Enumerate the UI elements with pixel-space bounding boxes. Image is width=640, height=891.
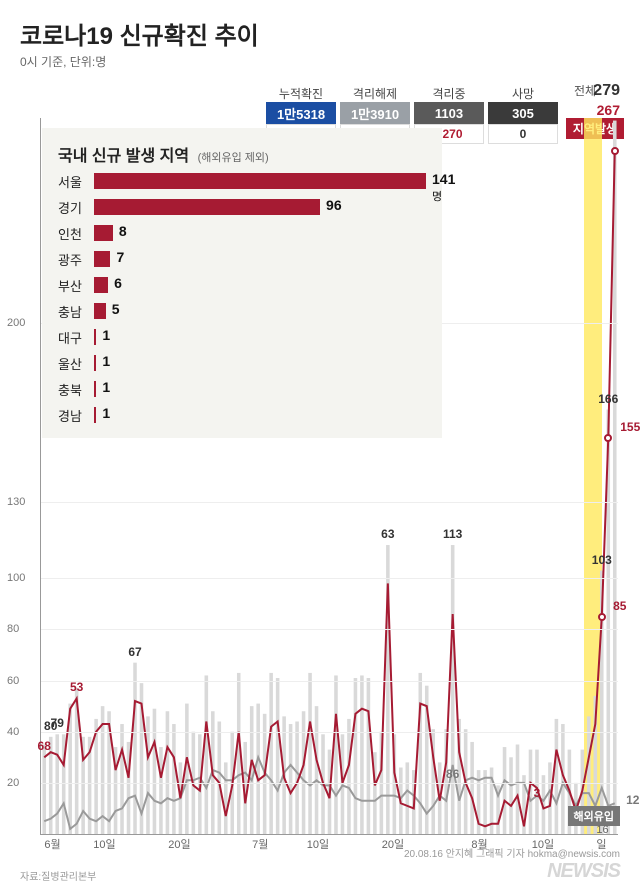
region-bar	[94, 225, 113, 241]
region-name: 울산	[58, 354, 94, 373]
page-title: 코로나19 신규확진 추이	[20, 16, 620, 51]
region-bar	[94, 329, 96, 345]
region-row: 대구 1	[58, 326, 426, 348]
y-tick-label: 60	[7, 675, 19, 687]
region-bar	[94, 407, 96, 423]
y-tick-label: 200	[7, 317, 25, 329]
region-row: 충남 5	[58, 300, 426, 322]
point-label: 3	[534, 786, 541, 800]
region-value: 1	[102, 353, 110, 369]
region-bar	[94, 277, 108, 293]
spike-local-value: 267	[597, 102, 620, 118]
region-name: 경기	[58, 198, 94, 217]
totals-head-isolated: 격리중	[414, 84, 484, 102]
point-label: 53	[70, 680, 83, 694]
point-label: 85	[613, 599, 626, 613]
header: 코로나19 신규확진 추이 0시 기준, 단위:명	[0, 0, 640, 78]
region-value: 141명	[432, 171, 455, 204]
region-row: 광주 7	[58, 248, 426, 270]
region-row: 부산 6	[58, 274, 426, 296]
line-marker	[604, 434, 612, 442]
region-name: 충남	[58, 302, 94, 321]
footer-credit: 20.08.16 안지혜 그래픽 기자 hokma@newsis.com	[404, 849, 620, 860]
region-value: 96	[326, 197, 342, 213]
footer: 자료:질병관리본부 20.08.16 안지혜 그래픽 기자 hokma@news…	[20, 845, 620, 883]
totals-head-cum: 누적확진	[266, 84, 336, 102]
region-name: 대구	[58, 328, 94, 347]
point-label: 86	[446, 767, 459, 781]
imported-tag: 해외유입	[568, 806, 620, 826]
point-label: 103	[592, 553, 612, 567]
region-value: 1	[102, 379, 110, 395]
point-label: 155	[620, 420, 640, 434]
point-label: 67	[128, 645, 141, 659]
region-name: 광주	[58, 250, 94, 269]
region-row: 충북 1	[58, 378, 426, 400]
region-bar	[94, 303, 106, 319]
region-bar	[94, 173, 426, 189]
region-row: 경기 96	[58, 196, 426, 218]
region-bar	[94, 381, 96, 397]
region-row: 서울141명	[58, 170, 426, 192]
totals-head-released: 격리해제	[340, 84, 410, 102]
region-bar	[94, 199, 320, 215]
region-row: 경남 1	[58, 404, 426, 426]
line-marker	[611, 147, 619, 155]
point-label: 68	[38, 739, 51, 753]
region-value: 7	[116, 249, 124, 265]
point-label: 113	[443, 527, 462, 541]
line-marker	[598, 613, 606, 621]
region-name: 경남	[58, 406, 94, 425]
region-name: 충북	[58, 380, 94, 399]
spike-total-value: 279	[593, 82, 620, 100]
y-tick-label: 20	[7, 777, 19, 789]
page-subtitle: 0시 기준, 단위:명	[20, 53, 620, 70]
region-value: 1	[102, 327, 110, 343]
region-value: 8	[119, 223, 127, 239]
region-name: 서울	[58, 172, 94, 191]
y-tick-label: 80	[7, 623, 19, 635]
point-label: 79	[51, 716, 64, 730]
region-row: 울산 1	[58, 352, 426, 374]
y-tick-label: 100	[7, 572, 25, 584]
region-row: 인천 8	[58, 222, 426, 244]
region-bar	[94, 355, 96, 371]
point-label: 63	[381, 527, 394, 541]
totals-head-death: 사망	[488, 84, 558, 102]
region-value: 1	[102, 405, 110, 421]
region-bar	[94, 251, 110, 267]
y-tick-label: 130	[7, 496, 25, 508]
region-value: 5	[112, 301, 120, 317]
region-name: 부산	[58, 276, 94, 295]
point-label: 166	[598, 392, 618, 406]
region-value: 6	[114, 275, 122, 291]
region-name: 인천	[58, 224, 94, 243]
footer-source: 자료:질병관리본부	[20, 868, 96, 883]
y-tick-label: 40	[7, 726, 19, 738]
point-label: 12	[626, 793, 639, 807]
region-panel: 국내 신규 발생 지역 (해외유입 제외) 서울141명경기 96 인천 8 광주 7 부산…	[42, 128, 442, 438]
region-panel-title: 국내 신규 발생 지역 (해외유입 제외)	[58, 142, 426, 166]
newsis-logo: NEWSIS	[547, 860, 620, 882]
